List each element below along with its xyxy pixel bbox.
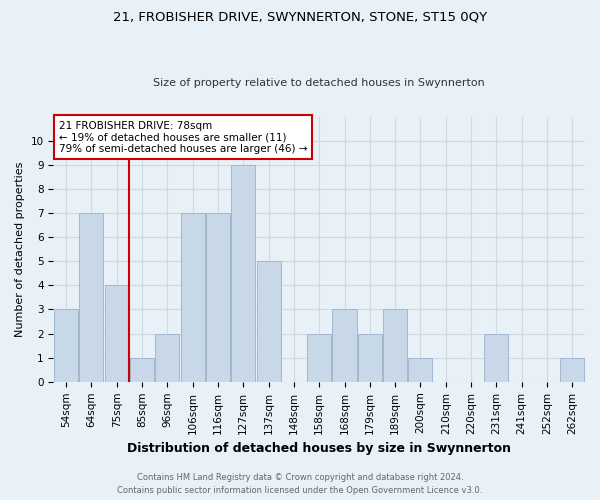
X-axis label: Distribution of detached houses by size in Swynnerton: Distribution of detached houses by size …: [127, 442, 511, 455]
Bar: [409, 358, 433, 382]
Bar: [231, 165, 255, 382]
Bar: [257, 261, 281, 382]
Y-axis label: Number of detached properties: Number of detached properties: [15, 162, 25, 337]
Text: 21 FROBISHER DRIVE: 78sqm
← 19% of detached houses are smaller (11)
79% of semi-: 21 FROBISHER DRIVE: 78sqm ← 19% of detac…: [59, 120, 307, 154]
Bar: [104, 286, 129, 382]
Bar: [181, 213, 205, 382]
Bar: [130, 358, 154, 382]
Text: 21, FROBISHER DRIVE, SWYNNERTON, STONE, ST15 0QY: 21, FROBISHER DRIVE, SWYNNERTON, STONE, …: [113, 10, 487, 23]
Bar: [383, 310, 407, 382]
Bar: [307, 334, 331, 382]
Bar: [484, 334, 508, 382]
Text: Contains HM Land Registry data © Crown copyright and database right 2024.
Contai: Contains HM Land Registry data © Crown c…: [118, 474, 482, 495]
Bar: [358, 334, 382, 382]
Bar: [54, 310, 78, 382]
Bar: [206, 213, 230, 382]
Bar: [79, 213, 103, 382]
Bar: [155, 334, 179, 382]
Bar: [560, 358, 584, 382]
Title: Size of property relative to detached houses in Swynnerton: Size of property relative to detached ho…: [154, 78, 485, 88]
Bar: [332, 310, 356, 382]
